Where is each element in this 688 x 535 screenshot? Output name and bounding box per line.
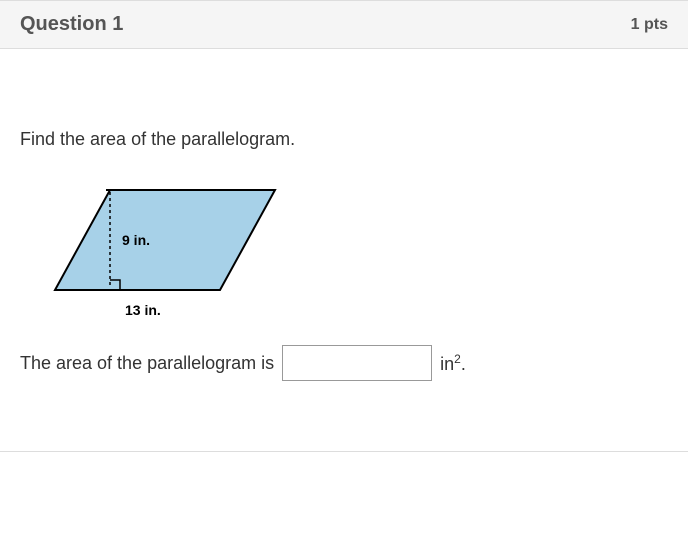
parallelogram-shape [55, 190, 275, 290]
question-content: Find the area of the parallelogram. 9 in… [0, 49, 688, 401]
parallelogram-svg: 9 in. 13 in. [50, 180, 290, 325]
answer-line: The area of the parallelogram is in2. [20, 345, 668, 381]
question-header: Question 1 1 pts [0, 0, 688, 49]
answer-unit: in2. [440, 352, 466, 375]
question-points: 1 pts [631, 16, 668, 34]
base-label: 13 in. [125, 302, 161, 318]
height-label: 9 in. [122, 232, 150, 248]
question-title: Question 1 [20, 13, 123, 36]
answer-input[interactable] [282, 345, 432, 381]
answer-prefix: The area of the parallelogram is [20, 353, 274, 374]
parallelogram-figure: 9 in. 13 in. [50, 180, 668, 325]
question-prompt: Find the area of the parallelogram. [20, 129, 668, 150]
bottom-divider [0, 451, 688, 452]
